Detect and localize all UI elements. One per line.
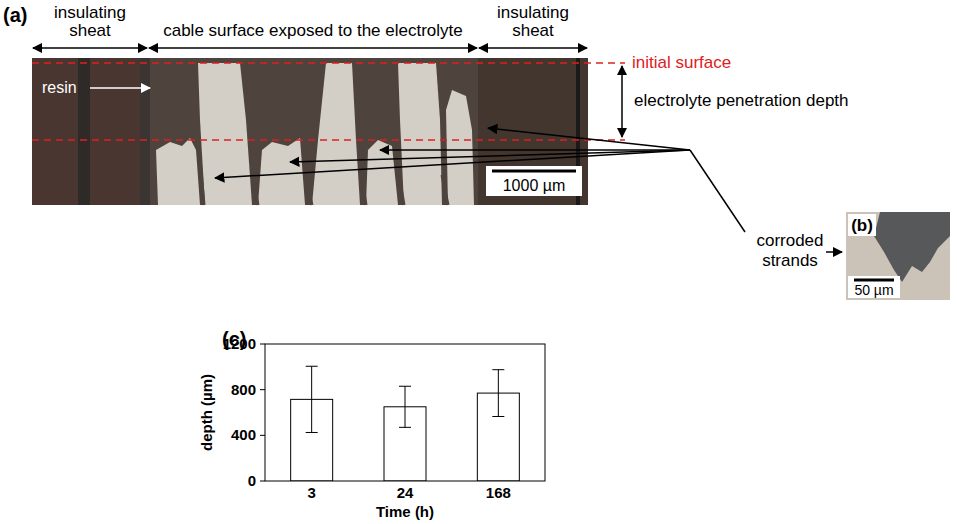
panel-label: (b) (851, 216, 873, 235)
panel-label-bg (848, 214, 876, 236)
x-tick-label: 3 (307, 484, 315, 501)
x-axis-title: Time (h) (376, 503, 434, 520)
scale-bar (492, 170, 576, 173)
region-label-line: cable surface exposed to the electrolyte (163, 21, 463, 40)
strand (312, 63, 360, 205)
y-tick-label: 0 (248, 472, 256, 489)
error-bar (492, 370, 504, 417)
penetration-line (32, 139, 625, 141)
plot-area (291, 366, 520, 481)
panel-label: (a) (3, 4, 27, 26)
strand (198, 63, 252, 205)
y-tick (260, 435, 265, 436)
x-tick-label: 24 (397, 484, 414, 501)
region-arrow (33, 47, 147, 49)
resin-label: resin (42, 79, 77, 96)
region-label-line: sheat (69, 21, 111, 40)
initial-surface-label: initial surface (632, 53, 731, 72)
strand (446, 90, 474, 205)
region-label: cable surface exposed to the electrolyte (163, 21, 463, 40)
corroded-arrow (488, 128, 690, 150)
y-axis-title: depth (µm) (198, 374, 215, 451)
y-tick-label: 400 (231, 426, 256, 443)
y-tick (260, 344, 265, 345)
corroded-arrow (380, 149, 690, 151)
plot-frame (265, 344, 545, 481)
y-tick-label: 1200 (223, 335, 256, 352)
sheath-left (32, 58, 148, 205)
sheath-edge (78, 58, 90, 205)
micrograph-b (846, 212, 950, 300)
scale-bar-label: 50 µm (854, 282, 893, 298)
sheath-edge (140, 58, 150, 205)
region-label: insulatingsheat (497, 3, 569, 40)
micrograph-a (32, 58, 588, 205)
corroded-line: corroded (756, 231, 823, 250)
resin-arrow (90, 87, 150, 89)
y-tick (260, 481, 265, 482)
initial-surface-line (32, 62, 625, 64)
y-tick (260, 389, 265, 390)
strand (156, 138, 200, 205)
y-tick-label: 800 (231, 381, 256, 398)
corroded-arrow (215, 150, 690, 178)
error-bar (306, 366, 318, 432)
region-label: insulatingsheat (54, 3, 126, 40)
depth-arrow (621, 66, 623, 137)
sheath-right (478, 58, 588, 205)
figure: (a)insulatingsheatcable surface exposed … (0, 0, 957, 524)
region-label-line: sheat (512, 21, 554, 40)
strand (258, 138, 305, 205)
corroded-arrow-b (826, 251, 842, 253)
image-bg (846, 212, 950, 300)
image-bg (32, 58, 588, 205)
scale-bar-label: 1000 µm (503, 177, 566, 194)
strand (398, 63, 442, 205)
scale-bar-bg (486, 166, 582, 196)
corroded-arrow (290, 150, 690, 162)
corroded-line: strands (762, 251, 818, 270)
scale-bar-bg (848, 276, 900, 298)
corroded-region (874, 212, 950, 282)
corroded-label: corrodedstrands (756, 231, 823, 270)
region-arrow (149, 47, 477, 49)
region-arrow (479, 47, 587, 49)
error-bar (399, 386, 411, 427)
region-label-line: insulating (497, 3, 569, 22)
x-tick-label: 168 (486, 484, 511, 501)
depth-label: electrolyte penetration depth (634, 91, 849, 110)
corroded-leader (690, 150, 745, 232)
region-label-line: insulating (54, 3, 126, 22)
